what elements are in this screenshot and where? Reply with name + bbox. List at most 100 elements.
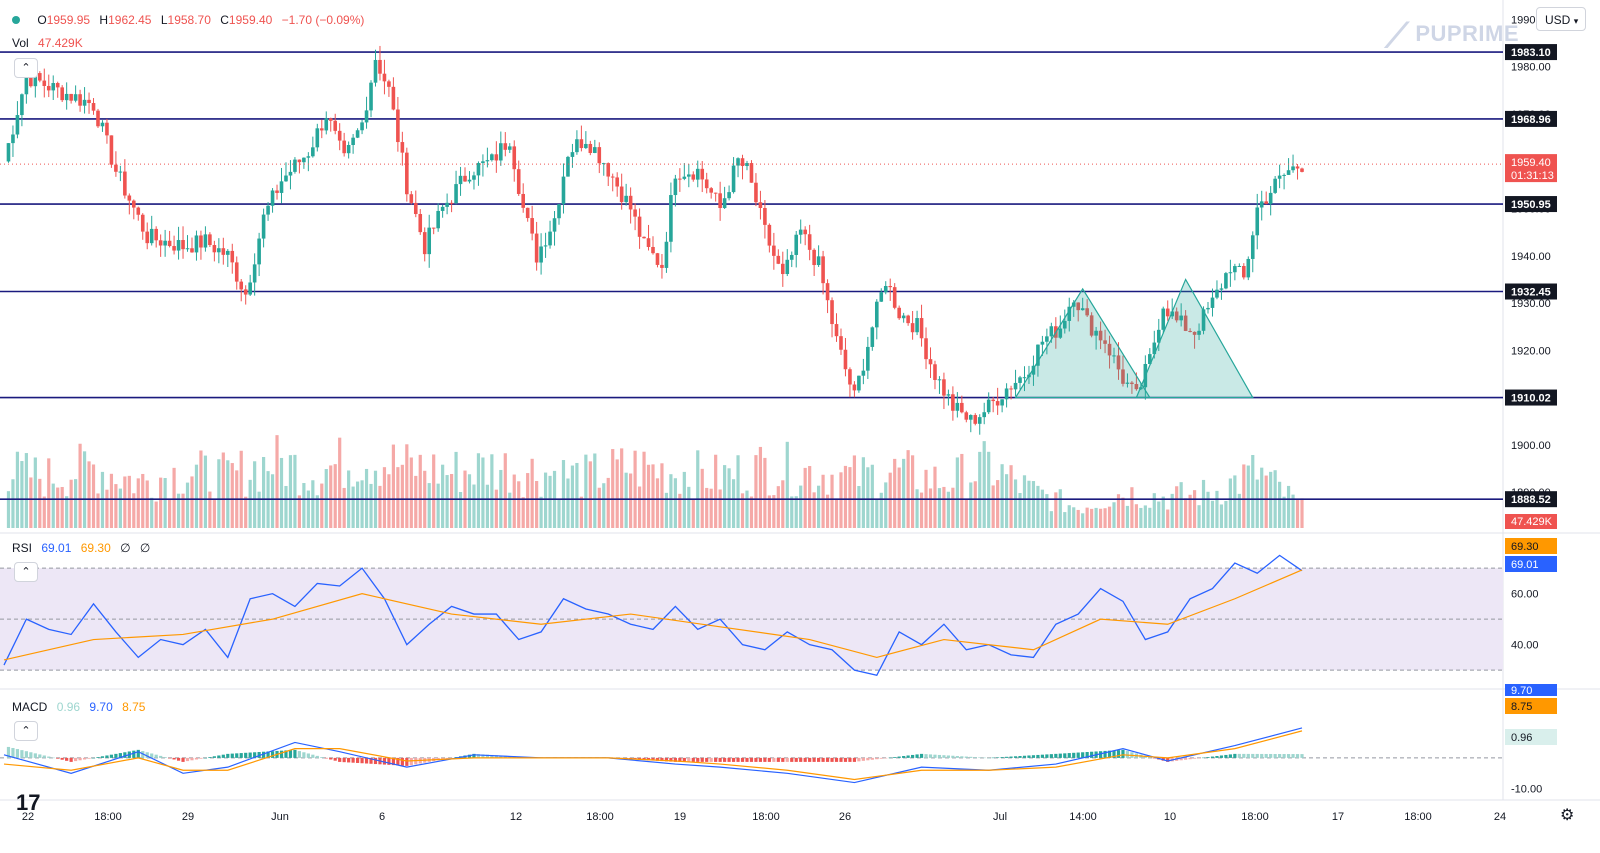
candle-body <box>60 87 64 101</box>
volume-bar <box>1300 498 1304 528</box>
candle-body <box>490 154 494 161</box>
volume-bar <box>136 478 140 528</box>
macd-histogram-bar <box>185 757 190 762</box>
brand-mark-icon: ⟋ <box>1385 17 1410 55</box>
candle-body <box>521 193 525 208</box>
candle-body <box>700 168 705 180</box>
volume-bar <box>172 467 176 528</box>
settings-gear-icon[interactable]: ⚙ <box>1560 807 1575 824</box>
candle-body <box>288 171 293 176</box>
volume-bar <box>1036 485 1040 528</box>
macd-histogram-bar <box>839 757 843 762</box>
volume-bar <box>982 441 986 528</box>
time-tick-label: Jul <box>993 811 1007 823</box>
volume-bar <box>1175 486 1179 528</box>
candle-body <box>1071 302 1076 307</box>
candle-body <box>776 255 781 264</box>
candle-body <box>261 214 266 239</box>
candle-body <box>485 160 490 162</box>
rsi-value-tag <box>1505 556 1557 572</box>
candle-body <box>1174 311 1179 321</box>
volume-bar <box>270 474 275 528</box>
volume-bar <box>194 464 199 528</box>
candle-body <box>968 415 973 420</box>
candle-body <box>38 73 42 81</box>
time-tick-label: 6 <box>379 811 385 823</box>
collapse-macd-button[interactable]: ⌃ <box>14 721 38 741</box>
volume-bar <box>1242 464 1246 528</box>
volume-bar <box>109 473 114 528</box>
candle-body <box>736 158 740 166</box>
macd-histogram-bar <box>320 757 324 758</box>
candle-body <box>42 80 47 86</box>
volume-bar <box>297 495 302 528</box>
candle-body <box>937 379 942 381</box>
currency-button[interactable]: USD ▾ <box>1536 7 1586 31</box>
volume-bar <box>163 478 167 528</box>
volume-bar <box>709 488 713 528</box>
volume-bar <box>1134 504 1138 528</box>
collapse-main-button[interactable]: ⌃ <box>14 58 38 78</box>
volume-bar <box>1192 490 1197 528</box>
macd-histogram-bar <box>190 757 194 761</box>
candle-body <box>503 143 508 150</box>
volume-bar <box>1251 455 1255 528</box>
volume-bar <box>1072 507 1076 528</box>
candle-body <box>731 165 736 193</box>
candle-body <box>857 375 861 391</box>
macd-histogram-bar <box>758 757 763 762</box>
volume-bar <box>624 472 628 528</box>
macd-histogram-bar <box>1201 757 1206 759</box>
candle-body <box>812 249 816 266</box>
macd-histogram-bar <box>718 757 722 762</box>
macd-histogram-bar <box>906 755 910 758</box>
signal-value-label: 8.75 <box>1511 701 1532 713</box>
candle-body <box>373 59 378 83</box>
macd-histogram-bar <box>1027 755 1031 758</box>
candle-body <box>181 240 185 250</box>
macd-line <box>3 727 1303 784</box>
volume-bar <box>1112 502 1116 528</box>
candle-body <box>1098 330 1103 341</box>
volume-bar <box>1081 513 1085 528</box>
candle-body <box>364 110 369 123</box>
brand-name: PUPRIME <box>1415 21 1520 46</box>
macd-histogram-bar <box>315 755 319 758</box>
macd-histogram-bar <box>1031 755 1036 758</box>
ohlc-high: 1962.45 <box>108 13 152 27</box>
macd-histogram-bar <box>696 757 700 762</box>
volume-bar <box>620 448 624 528</box>
macd-histogram-bar <box>42 755 46 758</box>
macd-histogram-bar <box>1072 752 1076 758</box>
candle-body <box>516 169 521 194</box>
candle-body <box>1125 382 1130 384</box>
signal-value-tag <box>1505 698 1557 714</box>
candle-body <box>673 178 678 196</box>
candle-body <box>369 82 373 111</box>
candle-body <box>257 238 261 265</box>
volume-bar <box>996 480 1000 528</box>
candle-body <box>1080 308 1085 311</box>
ohlc-legend: O1959.95 H1962.45 L1958.70 C1959.40 −1.7… <box>12 13 370 27</box>
level-price-label: 1910.02 <box>1511 393 1551 405</box>
rsi-legend-v4: ∅ <box>139 541 151 555</box>
macd-histogram-bar <box>1004 756 1009 758</box>
collapse-rsi-button[interactable]: ⌃ <box>14 562 38 582</box>
candle-body <box>279 181 284 193</box>
macd-histogram-bar <box>82 757 87 760</box>
volume-bar <box>1116 494 1121 528</box>
volume-bar <box>615 459 619 528</box>
candle-body <box>96 110 100 127</box>
volume-bar <box>409 457 413 528</box>
candle-body <box>713 192 718 194</box>
macd-histogram-bar <box>893 757 897 758</box>
candle-body <box>217 248 221 253</box>
macd-histogram-bar <box>955 756 959 758</box>
macd-histogram-bar <box>69 757 73 762</box>
candle-body <box>951 394 955 411</box>
candle-body <box>874 301 879 328</box>
macd-histogram-bar <box>817 757 821 762</box>
macd-histogram-bar <box>1013 756 1018 758</box>
